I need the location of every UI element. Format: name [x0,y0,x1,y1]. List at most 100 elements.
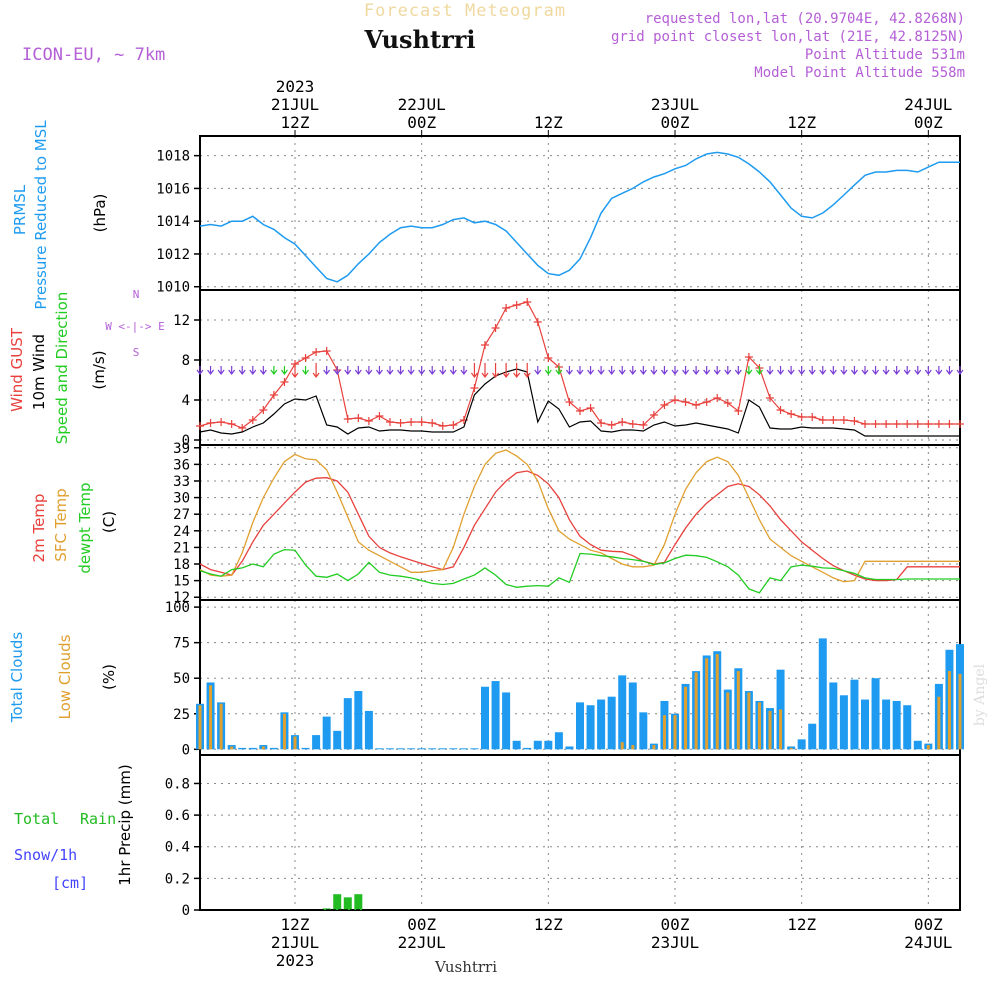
time-label-top: 00Z [661,113,690,132]
gust-marker [576,407,584,415]
faded-title: Forecast Meteogram [364,1,566,21]
wind-arrow [386,366,394,375]
wind-arrow [280,366,288,375]
wind-arrow [629,366,637,375]
gust-marker [808,413,817,421]
time-label-bottom: 22JUL [398,933,446,952]
gust-marker [407,418,416,426]
wind-arrow [587,366,595,375]
gust-marker [861,420,869,428]
wind-arrow [755,366,763,375]
dewpt-line [199,548,960,594]
wind-arrow [439,366,447,375]
total-cloud-bar [407,748,416,750]
y-tick-label: 18 [173,557,190,573]
gust-marker [649,411,658,419]
hpa-unit-label: (hPa) [91,194,109,233]
total-cloud-bar [523,747,532,750]
wind-arrow [217,366,225,375]
wind-arrow [207,366,215,375]
y-tick-label: 0.4 [165,840,190,856]
gust-marker [227,420,236,428]
wind-arrow [872,366,880,375]
y-tick-label: 1012 [156,247,190,263]
total-cloud-bar [481,686,489,750]
gust-marker [396,419,405,427]
wind-arrow [418,366,426,375]
y-tick-label: 12 [173,590,190,606]
total-cloud-bar [639,712,648,750]
wind-arrow [882,366,890,375]
wind-arrow [407,366,415,375]
rain-bar [333,894,342,910]
y-tick-label: 1016 [156,181,190,197]
low-cloud-bar [757,702,761,750]
wind-arrow [302,366,310,375]
gust-marker [322,347,331,355]
panel-frame [199,444,961,601]
watermark: by Angel [972,663,988,726]
wind-line [199,368,960,437]
wind-arrow [428,366,436,375]
wind-arrow [798,366,806,375]
wind-arrow [365,366,373,375]
wind-arrow [650,366,658,375]
gust-marker [248,416,257,424]
gust-marker [312,348,321,356]
time-label-bottom: 00Z [407,915,436,934]
low-cloud-bar [261,746,265,750]
time-label-bottom: 24JUL [904,933,952,952]
total-cloud-bar [607,696,616,750]
gust-marker [259,406,268,414]
low-cloud-bar [662,715,666,750]
speed-direction-label: Speed and Direction [53,292,71,445]
total-cloud-bar [396,748,405,750]
total-cloud-bar [428,748,437,750]
wind-arrow [597,366,605,375]
wind-arrow [734,366,742,375]
gust-marker [892,420,901,428]
total-cloud-bar [301,747,310,750]
y-tick-label: 1010 [156,280,190,296]
gust-marker [280,378,289,386]
low-cloud-bar [230,746,234,750]
wind-arrow [544,366,552,375]
rain-bar [354,894,363,910]
wind-arrow [861,366,869,375]
gust-marker [238,424,247,432]
gust-marker [449,421,458,429]
low-cloud-bar [947,671,951,750]
gust-marker [681,398,690,406]
time-label-bottom: 12Z [787,915,816,934]
gust-marker [723,399,732,407]
pressure-line [199,151,960,283]
gust-marker [913,420,922,428]
footer-location: Vushtrri [434,958,497,976]
ms-unit-label: (m/s) [90,350,108,389]
y-tick-label: 12 [173,313,190,329]
total-cloud-bar [903,705,912,750]
y-tick-label: 36 [173,457,190,473]
precip-panel-labels: Total Rain Snow/1h [cm] 1hr Precip (mm) [14,764,134,892]
gust-marker [364,417,373,425]
wind-arrow [819,366,827,375]
wind-arrow [354,366,362,375]
wind-arrow [576,366,584,375]
gust-marker [523,298,532,306]
total-cloud-bar [512,740,521,750]
total-cloud-bar [797,739,806,750]
wind-arrow [829,366,837,375]
total-cloud-bar [628,682,637,750]
total-cloud-bar [248,747,257,750]
wind-arrow [713,366,721,375]
total-cloud-bar [354,691,363,750]
total-cloud-bar [576,702,584,750]
low-cloud-bar [198,705,202,750]
compass-n: N [133,288,140,301]
low-cloud-bar [726,692,730,750]
panel-frame [199,754,961,911]
time-label-bottom: 00Z [661,915,690,934]
y-tick-label: 21 [173,540,190,556]
pressure-msl-label: Pressure Reduced to MSL [32,120,50,310]
wind-arrow [238,366,246,375]
